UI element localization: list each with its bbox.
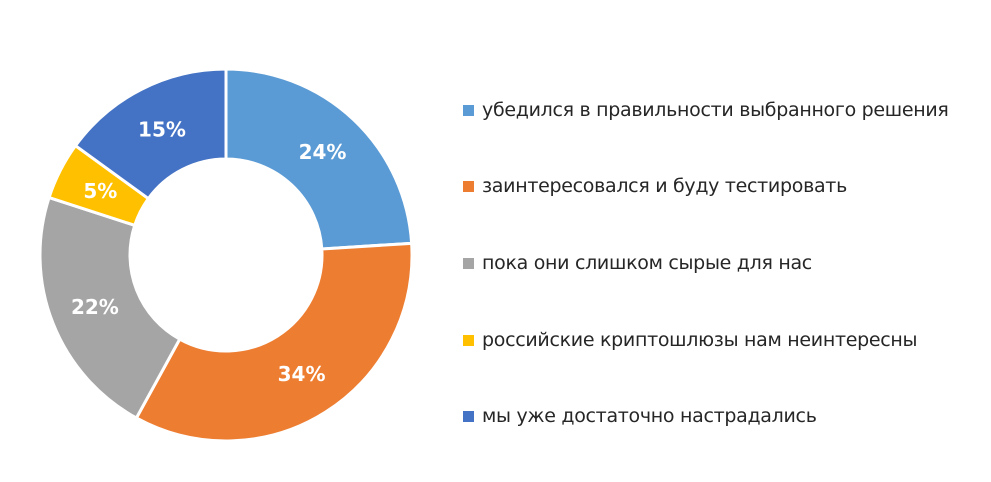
legend-label: заинтересовался и буду тестировать <box>482 175 847 197</box>
legend-swatch <box>463 334 474 346</box>
legend-swatch <box>463 410 474 422</box>
legend-swatch <box>463 180 474 192</box>
data-label: 5% <box>83 179 117 203</box>
legend-item: пока они слишком сырые для нас <box>463 252 812 274</box>
legend-swatch <box>463 257 474 269</box>
legend-item: убедился в правильности выбранного решен… <box>463 99 949 121</box>
legend-label: убедился в правильности выбранного решен… <box>482 99 949 121</box>
legend-label: пока они слишком сырые для нас <box>482 252 812 274</box>
legend-label: мы уже достаточно настрадались <box>482 405 817 427</box>
data-label: 34% <box>278 362 326 386</box>
donut-slice <box>73 67 228 201</box>
legend-label: российские криптошлюзы нам неинтересны <box>482 329 918 351</box>
legend-item: российские криптошлюзы нам неинтересны <box>463 329 918 351</box>
data-label: 24% <box>299 140 347 164</box>
donut-slice <box>38 195 182 421</box>
donut-slice <box>224 67 414 251</box>
data-label: 15% <box>138 117 186 141</box>
legend-swatch <box>463 104 474 116</box>
data-label: 22% <box>71 295 119 319</box>
legend-item: мы уже достаточно настрадались <box>463 405 817 427</box>
donut-slice <box>134 241 414 443</box>
legend-item: заинтересовался и буду тестировать <box>463 175 847 197</box>
